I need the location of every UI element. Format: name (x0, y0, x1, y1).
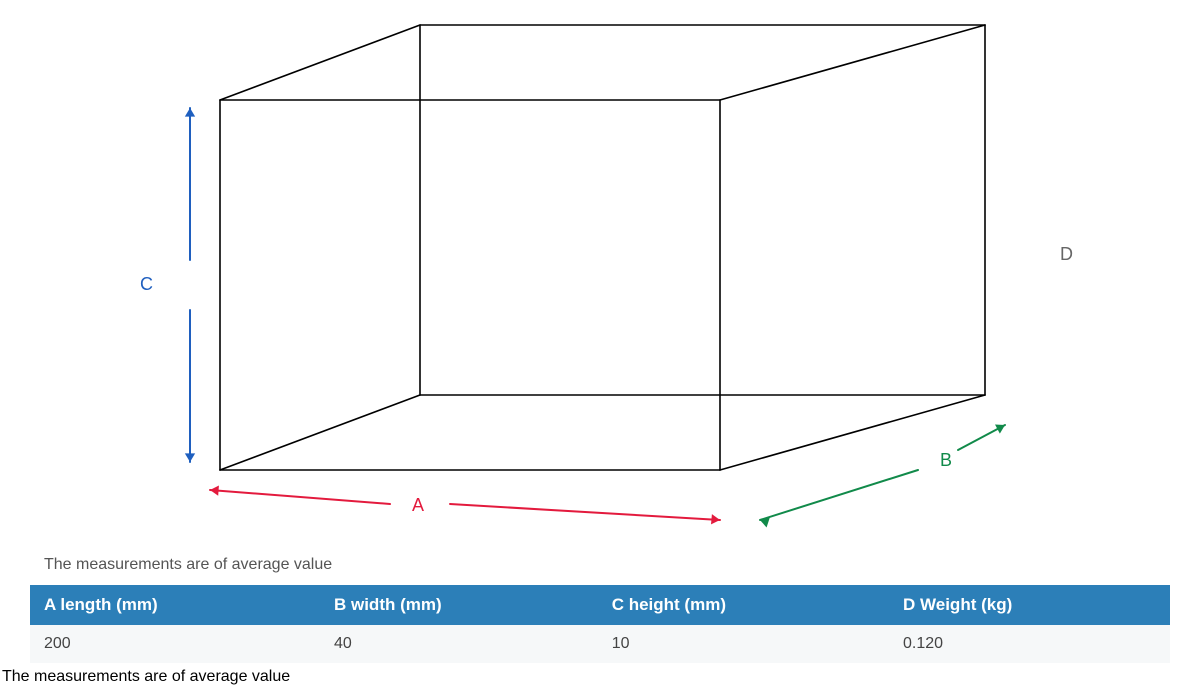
val-d: 0.120 (889, 625, 1170, 663)
box-diagram: A B C D (0, 0, 1200, 560)
diagram-caption: The measurements are of average value (44, 556, 332, 574)
table-row: 200 40 10 0.120 (30, 625, 1170, 663)
table-header-row: A length (mm) B width (mm) C height (mm)… (30, 585, 1170, 625)
val-a: 200 (30, 625, 320, 663)
col-a: A length (mm) (30, 585, 320, 625)
col-d: D Weight (kg) (889, 585, 1170, 625)
dimensions-table: A length (mm) B width (mm) C height (mm)… (30, 585, 1170, 663)
svg-text:D: D (1060, 244, 1073, 264)
val-b: 40 (320, 625, 598, 663)
svg-text:A: A (412, 495, 424, 515)
svg-text:B: B (940, 450, 952, 470)
footnote: The measurements are of average value (2, 668, 290, 686)
val-c: 10 (598, 625, 889, 663)
col-b: B width (mm) (320, 585, 598, 625)
col-c: C height (mm) (598, 585, 889, 625)
svg-text:C: C (140, 274, 153, 294)
